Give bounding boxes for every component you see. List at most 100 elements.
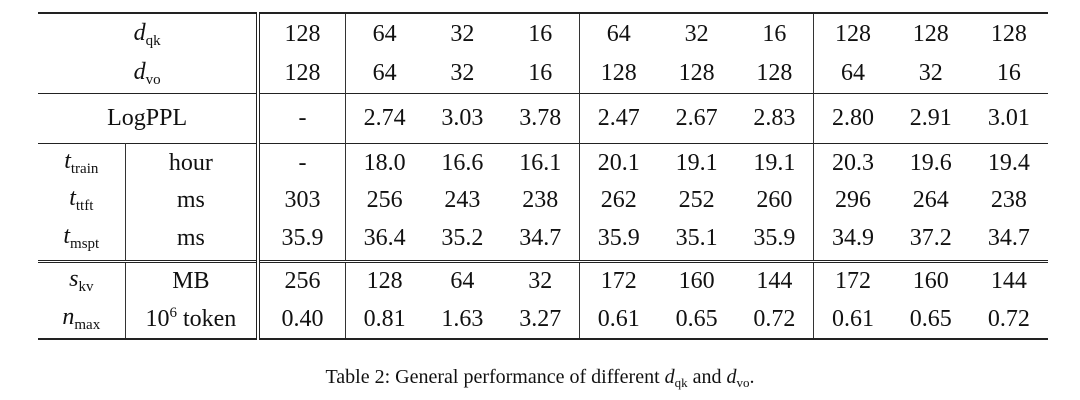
table-cell: 0.72: [969, 300, 1048, 340]
table-cell: -: [256, 142, 346, 183]
table-cell: 32: [423, 12, 502, 55]
unit-label: ms: [176, 224, 205, 251]
table-cell: 128: [344, 259, 424, 300]
table-cell: 64: [344, 12, 424, 55]
table-cell: 303: [256, 183, 346, 217]
table-cell: 252: [678, 186, 715, 213]
unit-label: 106 token: [125, 300, 259, 340]
table-cell: 34.7: [519, 224, 562, 251]
performance-table: dqk 128 64 32 16 64 32 16 128 128 128 dvo 128 64 32 16 1…: [38, 12, 1048, 340]
table-cell: 296: [813, 183, 892, 217]
table-cell: 16.6: [423, 142, 502, 183]
table-cell: 16: [735, 12, 814, 55]
table-cell: 16.1: [501, 142, 580, 183]
row-symbol: dvo: [133, 58, 161, 88]
table-cell: 35.2: [441, 224, 484, 251]
table-cell: 2.74: [344, 92, 424, 143]
table-row: nmax 106 token 0.40 0.81 1.63 3.27 0.61 0.65 0.7…: [38, 300, 1048, 340]
table-cell: 0.65: [657, 300, 736, 340]
table-cell: 3.03: [423, 92, 502, 143]
table-cell: 144: [735, 259, 814, 300]
table-cell: 262: [578, 183, 658, 217]
table-cell: 16: [501, 12, 580, 55]
table-cell: 0.61: [578, 300, 658, 340]
table-cell: 128: [969, 12, 1048, 55]
table-cell: 3.27: [501, 300, 580, 340]
table-cell: 0.65: [891, 300, 970, 340]
table-cell: 160: [657, 259, 736, 300]
table-cell: 2.67: [657, 92, 736, 143]
table-cell: 32: [501, 259, 580, 300]
table-row: ttrain hour -18.0 16.6 16.1 20.1 19.1 19.1 20.3 1…: [38, 142, 1048, 183]
table-cell: 238: [990, 186, 1027, 213]
table-row: LogPPL -2.74 3.03 3.78 2.47 2.67 2.83 2.80 2.91 3…: [38, 92, 1048, 143]
table-cell: 0.81: [344, 300, 424, 340]
table-cell: 36.4: [344, 217, 424, 261]
table-cell: 35.1: [675, 224, 718, 251]
table-cell: 64: [578, 12, 658, 55]
table-cell: 18.0: [344, 142, 424, 183]
table-cell: 35.9: [753, 224, 796, 251]
table-cell: 2.47: [578, 92, 658, 143]
row-symbol: tmspt: [38, 217, 126, 261]
table-cell: 2.91: [891, 92, 970, 143]
table-cell: 128: [813, 12, 892, 55]
table-cell: 64: [813, 55, 892, 93]
row-symbol: nmax: [38, 300, 126, 340]
table-cell: 0.40: [256, 300, 346, 340]
table-cell: 16: [996, 60, 1021, 87]
table-cell: 238: [522, 186, 559, 213]
table-cell: 144: [969, 259, 1048, 300]
table-cell: 32: [918, 60, 943, 87]
table-row: tmspt ms 35.9 36.4 35.2 34.7 35.9 35.1 35.9 34.9 3…: [38, 217, 1048, 261]
table-cell: 20.3: [813, 142, 892, 183]
row-symbol: skv: [38, 259, 126, 300]
table-cell: 128: [256, 12, 346, 55]
table-cell: 0.61: [813, 300, 892, 340]
table-cell: 260: [756, 186, 793, 213]
table-cell: 19.1: [735, 142, 814, 183]
table-cell: 19.1: [657, 142, 736, 183]
table-cell: 32: [657, 12, 736, 55]
table-cell: 2.83: [735, 92, 814, 143]
table-row: tttft ms 303 256 243 238 262 252 260 296 264 238: [38, 183, 1048, 217]
table-cell: 172: [578, 259, 658, 300]
table-row: dvo 128 64 32 16 128 128 128 64 32 16: [38, 55, 1048, 93]
table-cell: 256: [256, 259, 346, 300]
table-cell: 64: [423, 259, 502, 300]
table-row: dqk 128 64 32 16 64 32 16 128 128 128: [38, 12, 1048, 55]
unit-label: MB: [125, 259, 259, 300]
table-cell: 3.01: [969, 92, 1048, 143]
table-cell: 128: [256, 55, 346, 93]
table-cell: 2.80: [813, 92, 892, 143]
table-cell: 37.2: [909, 224, 952, 251]
logppl-label: LogPPL: [38, 92, 259, 143]
table-caption: Table 2: General performance of differen…: [325, 366, 755, 390]
table-cell: 128: [891, 12, 970, 55]
table-cell: 64: [344, 55, 424, 93]
table-cell: 16: [528, 60, 553, 87]
table-cell: 35.9: [256, 217, 346, 261]
table-cell: 19.6: [891, 142, 970, 183]
table-cell: 160: [891, 259, 970, 300]
table-cell: 34.9: [813, 217, 892, 261]
row-symbol: dqk: [38, 12, 259, 55]
table-cell: 1.63: [423, 300, 502, 340]
table-row: skv MB 256 128 64 32 172 160 144 172 160 144: [38, 259, 1048, 300]
table-cell: 3.78: [501, 92, 580, 143]
table-cell: 0.72: [735, 300, 814, 340]
table-cell: 20.1: [578, 142, 658, 183]
table-cell: 32: [450, 60, 475, 87]
table-cell: 19.4: [969, 142, 1048, 183]
table-cell: 35.9: [578, 217, 658, 261]
table-cell: 128: [678, 60, 715, 87]
table-cell: -: [256, 92, 346, 143]
table-cell: 128: [578, 55, 658, 93]
table-cell: 256: [344, 183, 424, 217]
table-cell: 128: [756, 60, 793, 87]
row-symbol: tttft: [38, 183, 126, 217]
table-cell: 172: [813, 259, 892, 300]
unit-label: ms: [176, 186, 205, 213]
table-cell: 34.7: [987, 224, 1030, 251]
row-symbol: ttrain: [38, 142, 126, 183]
